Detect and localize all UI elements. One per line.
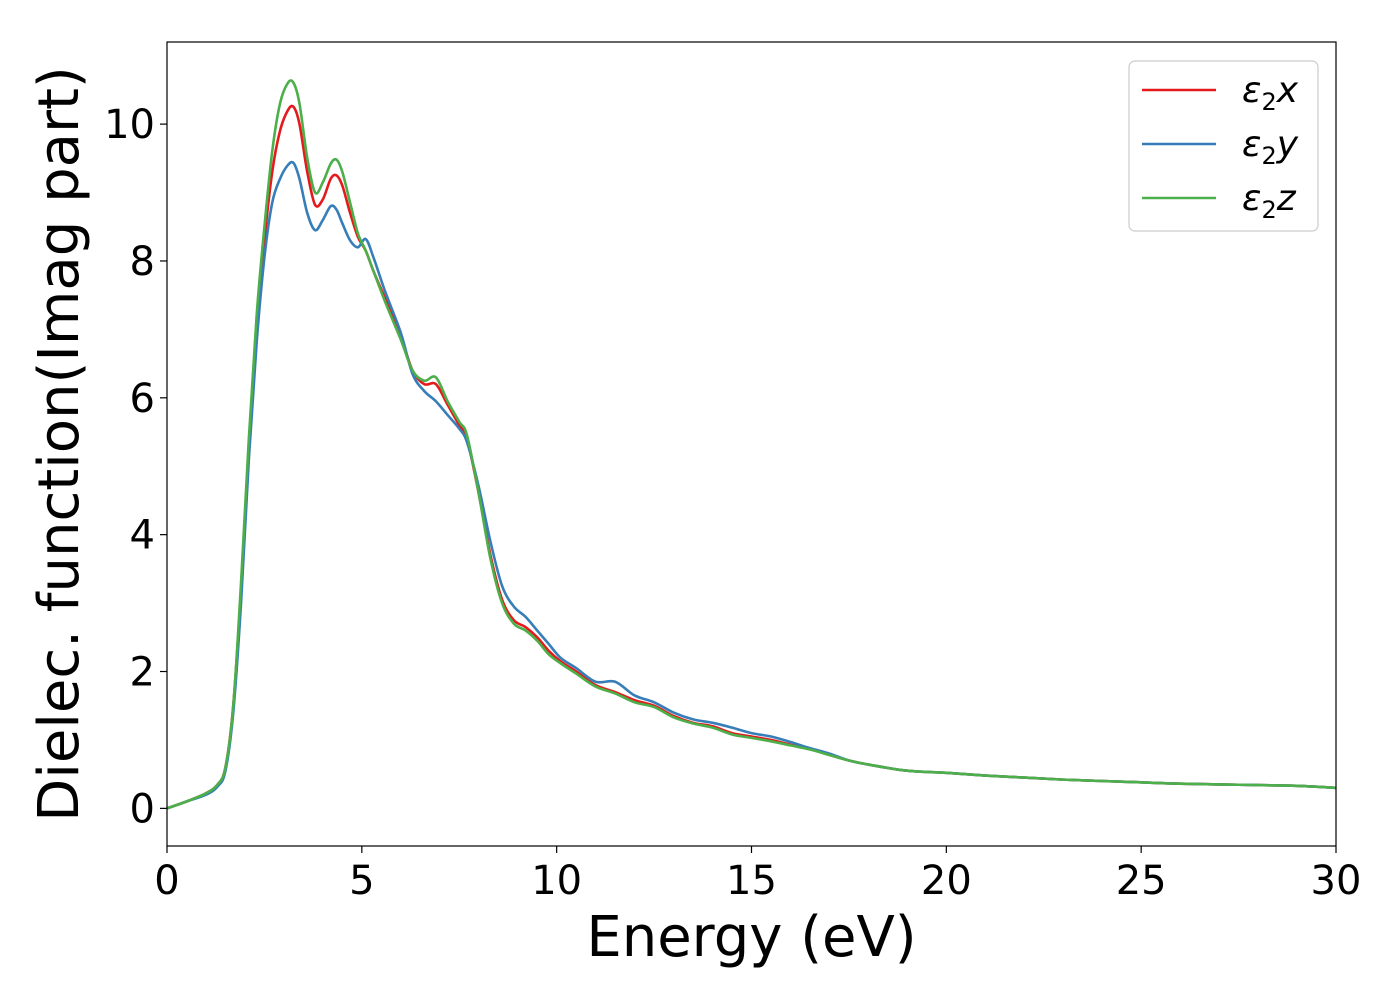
x-tick-label: 15: [726, 858, 777, 904]
legend-label-main: ε: [1242, 124, 1261, 165]
legend-label-suffix: y: [1276, 124, 1299, 165]
x-tick-label: 30: [1311, 858, 1362, 904]
series-layer: [166, 79, 1337, 810]
series-line-z: [166, 79, 1337, 810]
y-tick-label: 6: [130, 376, 155, 422]
y-tick-label: 10: [104, 102, 155, 148]
x-axis-label: Energy (eV): [586, 905, 916, 970]
x-tick-label: 20: [921, 858, 972, 904]
legend-label: ε2x: [1242, 70, 1299, 116]
legend-label-main: ε: [1242, 178, 1261, 219]
x-tick-label: 0: [154, 858, 179, 904]
y-axis-label: Dielec. function(Imag part): [27, 66, 92, 822]
y-axis-ticks: 0 2 4 6 8 10: [104, 102, 167, 832]
x-tick-label: 5: [349, 858, 374, 904]
legend-box: [1128, 60, 1319, 232]
legend-label-subscript: 2: [1261, 196, 1276, 224]
x-tick-label: 10: [531, 858, 582, 904]
legend-label-main: ε: [1242, 70, 1261, 111]
x-tick-label: 25: [1116, 858, 1167, 904]
legend-label-subscript: 2: [1261, 142, 1276, 170]
x-axis-ticks: 0 5 10 15 20 25 30: [154, 846, 1361, 904]
legend-label-suffix: x: [1276, 70, 1299, 111]
legend-label-subscript: 2: [1261, 88, 1276, 116]
y-tick-label: 2: [130, 650, 155, 696]
legend-label-suffix: z: [1276, 178, 1297, 219]
y-tick-label: 0: [130, 786, 155, 832]
legend-label: ε2y: [1242, 124, 1299, 170]
legend-label: ε2z: [1242, 178, 1297, 224]
y-tick-label: 4: [130, 513, 155, 559]
y-tick-label: 8: [130, 239, 155, 285]
